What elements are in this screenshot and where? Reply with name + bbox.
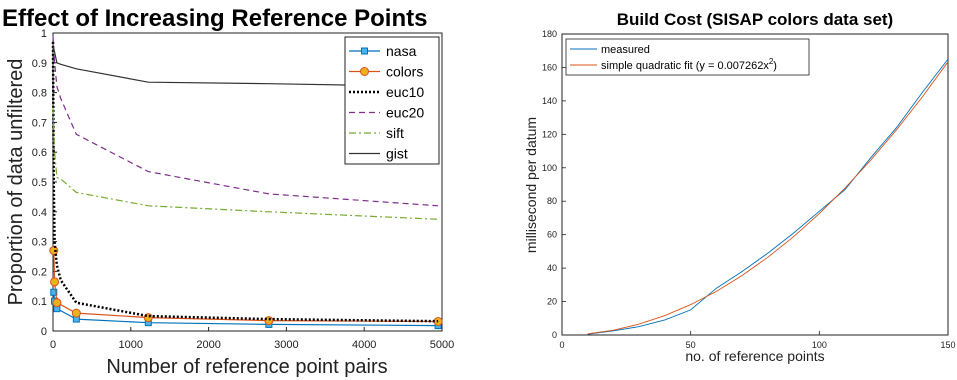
legend-marker-colors [360,67,369,76]
legend-marker-nasa [361,47,368,55]
data-point-colors [49,246,59,256]
chart2-y-tick-label: 80 [547,196,557,206]
chart2-y-tick-label: 140 [542,96,557,106]
legend-label-quadratic-fit: simple quadratic fit (y = 0.007262x2) [601,57,777,72]
chart1-y-label: Proportion of data unfiltered [5,59,27,306]
chart1-x-tick-label: 2000 [196,339,220,351]
chart1-y-tick-label: 0.7 [32,117,47,129]
chart2-x-tick-label: 50 [686,340,696,350]
chart2-x-tick-label: 150 [940,340,955,350]
chart2-y-tick-label: 0 [552,330,557,340]
chart1-y-tick-label: 0.3 [32,237,47,249]
chart2-y-ticks: 0 20 40 60 80 100 120 140 160 180 [542,29,566,340]
chart2-plot-area [561,33,949,336]
chart2-y-tick-label: 180 [542,29,557,39]
chart-proportion-unfiltered: Effect of Increasing Reference Points 00… [2,5,454,378]
legend-label-sift: sift [386,125,404,141]
chart2-y-tick-label: 120 [542,129,557,139]
series-line-sift [52,107,439,220]
chart2-y-label: millisecond per datum [523,117,539,253]
chart2-x-tick-label: 100 [812,340,827,350]
legend-label-euc20: euc20 [386,105,424,121]
series-line-gist [52,44,439,88]
chart2-legend-box [565,38,810,76]
data-point-nasa [50,288,58,296]
chart1-x-tick-label: 0 [50,339,56,351]
chart1-x-tick-label: 4000 [352,339,376,351]
chart2-y-tick-label: 20 [547,297,557,307]
chart2-y-tick-label: 100 [542,163,557,173]
legend-label-gist: gist [386,146,408,162]
chart2-y-tick-label: 60 [547,230,557,240]
chart2-series [587,58,949,335]
chart1-x-ticks: 0 1000 2000 3000 4000 5000 [50,327,454,351]
legend-label-measured: measured [601,44,650,56]
chart2-x-ticks: 0 50 100 150 [559,331,956,350]
chart1-x-tick-label: 3000 [274,339,298,351]
series-line-quadratic-fit [587,61,949,335]
legend-label-colors: colors [386,64,423,80]
legend-label-euc10: euc10 [386,84,424,100]
chart1-y-tick-label: 0.8 [32,88,47,100]
chart1-y-tick-label: 0.6 [32,147,47,159]
data-point-colors [264,316,274,326]
chart1-legend-box [344,36,440,165]
chart1-y-tick-label: 0.9 [32,58,47,70]
chart1-y-tick-label: 0.5 [32,177,47,189]
chart1-y-ticks: 0 0.1 0.2 0.3 0.4 0.5 0.6 0.7 0.8 0.9 1 [32,28,57,338]
data-point-colors [50,277,60,287]
chart1-y-tick-label: 0 [41,326,47,338]
chart1-series [49,35,443,330]
chart2-x-tick-label: 0 [559,340,564,350]
chart-build-cost: Build Cost (SISAP colors data set) 0 20 40… [523,10,956,364]
data-point-colors [52,298,62,308]
chart2-y-tick-label: 40 [547,263,557,273]
series-line-measured [587,58,949,335]
data-point-colors [433,316,443,326]
chart1-y-tick-label: 0.2 [32,266,47,278]
data-point-colors [71,308,81,318]
chart2-x-label: no. of reference points [685,348,824,364]
chart2-title: Build Cost (SISAP colors data set) [617,10,893,29]
chart1-x-tick-label: 1000 [119,339,143,351]
chart1-x-label: Number of reference point pairs [106,356,387,378]
series-line-euc20 [52,35,439,207]
chart1-x-tick-label: 5000 [430,339,454,351]
chart1-y-tick-label: 0.4 [32,207,47,219]
chart1-title: Effect of Increasing Reference Points [2,5,427,32]
chart2-y-tick-label: 160 [542,62,557,72]
legend-label-nasa: nasa [386,43,417,59]
chart1-legend: nasa colors euc10 euc20 sift gist [344,36,440,165]
chart1-y-tick-label: 1 [41,28,47,40]
chart1-y-tick-label: 0.1 [32,296,47,308]
